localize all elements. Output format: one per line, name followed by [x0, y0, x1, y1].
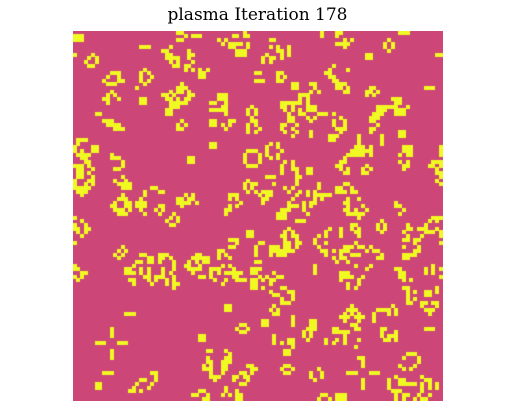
figure-title: plasma Iteration 178 — [167, 5, 348, 25]
cellular-automaton-grid — [73, 31, 443, 401]
